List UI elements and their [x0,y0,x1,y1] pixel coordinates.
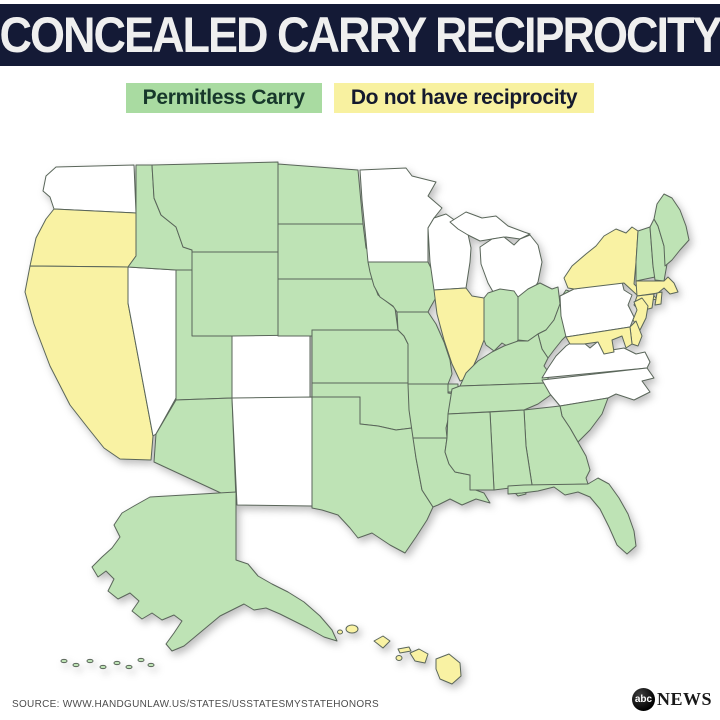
title-bar: CONCEALED CARRY RECIPROCITY [0,4,720,66]
state-az [153,397,237,501]
legend: Permitless Carry Do not have reciprocity [0,83,720,113]
state-nd [277,163,364,225]
state-sd [277,223,373,280]
state-ak [60,491,338,670]
page-title: CONCEALED CARRY RECIPROCITY [0,5,720,64]
state-md [565,326,633,355]
state-hi [337,624,462,685]
source-attribution: SOURCE: WWW.HANDGUNLAW.US/STATES/USSTATE… [12,699,379,710]
state-ri [654,291,663,306]
legend-chip-no-reciprocity: Do not have reciprocity [333,83,595,113]
abc-news-logo: abc NEWS [631,688,712,711]
legend-chip-permitless-carry: Permitless Carry [125,83,322,113]
state-mi [449,211,543,300]
state-ms [444,411,495,491]
state-nc [541,367,655,407]
state-in [483,288,519,352]
state-wi [427,213,472,291]
state-me [653,193,690,267]
state-wa [42,164,137,214]
state-fl [507,477,637,555]
state-co [231,334,311,399]
state-nm [231,396,313,507]
abc-logo-circle-icon: abc [631,688,655,711]
state-wy [191,251,279,337]
state-ks [311,329,409,384]
state-tx [311,396,434,554]
state-or [29,208,137,268]
abc-news-wordmark: NEWS [656,689,712,709]
